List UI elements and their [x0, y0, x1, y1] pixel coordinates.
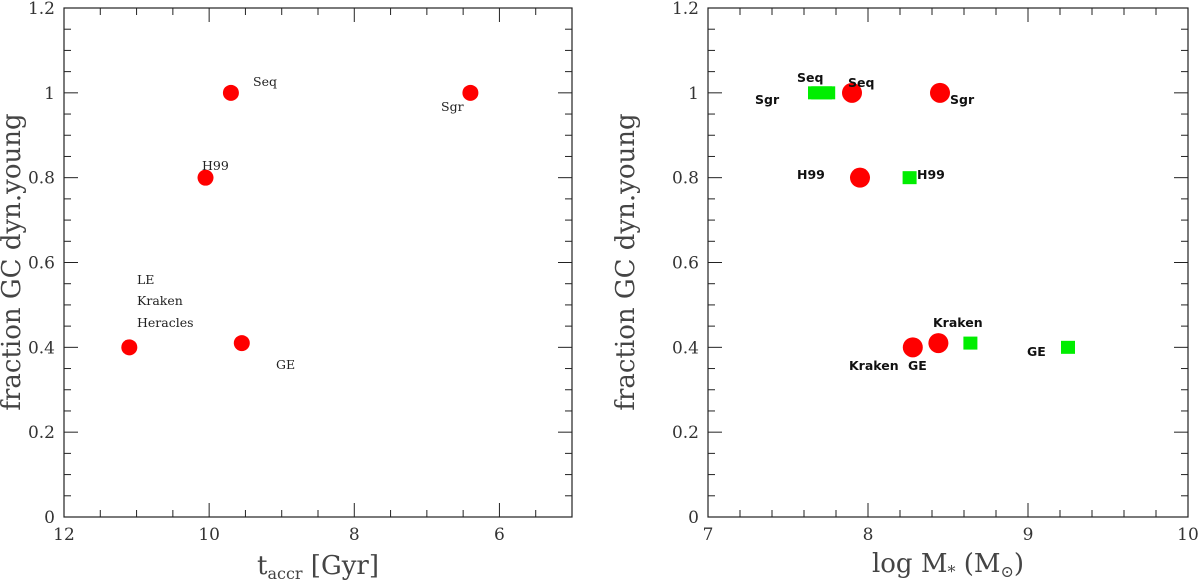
label-ge-square: GE: [1027, 344, 1046, 359]
data-point-circle: [850, 167, 870, 188]
right-points: [808, 82, 1075, 358]
data-point-circle: [902, 337, 923, 358]
label-h99-square: H99: [917, 167, 945, 182]
right-point-labels: Seq Seq Sgr Sgr H99 H99 Kraken Kraken GE…: [755, 70, 1046, 373]
data-point-circle: [121, 339, 138, 356]
right-tick-labels: 7 8 9 10 0 0.2 0.4 0.6 0.8 1 1.2: [672, 0, 1199, 545]
data-point-square: [902, 171, 917, 185]
data-point-circle: [222, 84, 239, 101]
label-seq-circle: Seq: [848, 75, 874, 90]
data-point-circle: [462, 84, 479, 101]
label-seq-square: Seq: [797, 70, 823, 85]
right-y-axis-label: fraction GC dyn.young: [611, 113, 641, 410]
data-point-circle: [930, 82, 950, 103]
y-tick-label: 0: [44, 508, 55, 528]
y-tick-label: 1: [44, 84, 55, 104]
left-x-axis-label: taccr [Gyr]: [257, 551, 379, 582]
right-panel: 7 8 9 10 0 0.2 0.4 0.6 0.8 1 1.2 Seq Seq Sgr Sgr H…: [611, 0, 1199, 581]
label-kraken-square: Kraken: [933, 315, 983, 330]
y-tick-label: 1.2: [672, 0, 699, 19]
left-panel: 12 10 8 6 0 0.2 0.4 0.6 0.8 1 1.2 Seq Sgr H99 GE L…: [0, 0, 573, 582]
label-seq: Seq: [253, 74, 277, 89]
left-y-axis-label: fraction GC dyn.young: [0, 113, 27, 410]
x-tick-label: 9: [1023, 525, 1034, 545]
left-tick-labels: 12 10 8 6 0 0.2 0.4 0.6 0.8 1 1.2: [28, 0, 505, 545]
left-ticks: [63, 7, 573, 518]
x-tick-label: 8: [863, 525, 874, 545]
right-x-label-unit: (M: [955, 549, 1000, 579]
y-tick-label: 0.2: [672, 423, 699, 443]
y-tick-label: 0.6: [28, 254, 55, 274]
left-points: [121, 84, 479, 356]
right-x-axis-label: log M* (M⊙): [872, 549, 1024, 581]
y-tick-label: 1: [688, 84, 699, 104]
label-kraken-circle: Kraken: [849, 358, 899, 373]
label-sgr-square: Sgr: [755, 92, 780, 107]
right-x-label-sub: *: [947, 562, 955, 581]
label-h99: H99: [202, 158, 229, 173]
right-x-label-close: ): [1014, 549, 1024, 579]
annotation-kraken: Kraken: [137, 293, 183, 308]
left-x-label-main: t: [257, 551, 268, 581]
y-tick-label: 0.4: [28, 338, 55, 358]
data-point-square: [808, 86, 832, 100]
data-point-circle: [233, 335, 250, 352]
label-h99-circle: H99: [797, 167, 825, 182]
label-ge-circle: GE: [908, 358, 927, 373]
left-plot-frame: [63, 7, 573, 518]
data-point-circle: [197, 169, 214, 186]
right-x-label-sun: ⊙: [1000, 562, 1013, 581]
label-ge: GE: [276, 357, 295, 372]
y-tick-label: 1.2: [28, 0, 55, 19]
data-point-circle: [928, 333, 949, 354]
y-tick-label: 0: [688, 508, 699, 528]
data-point-square: [1061, 340, 1075, 354]
x-tick-label: 7: [703, 525, 714, 545]
annotation-heracles: Heracles: [137, 315, 194, 330]
right-ticks: [707, 7, 1189, 518]
label-sgr-circle: Sgr: [950, 92, 975, 107]
label-sgr: Sgr: [441, 99, 464, 114]
x-tick-label: 6: [494, 525, 505, 545]
y-tick-label: 0.4: [672, 338, 699, 358]
y-tick-label: 0.6: [672, 254, 699, 274]
right-plot-frame: [707, 7, 1189, 518]
x-tick-label: 8: [349, 525, 360, 545]
right-x-label-main: log M: [872, 549, 948, 579]
x-tick-label: 10: [1177, 525, 1199, 545]
left-point-labels: Seq Sgr H99 GE LE Kraken Heracles: [137, 74, 464, 372]
data-point-circle: [842, 82, 862, 103]
annotation-le: LE: [137, 272, 154, 287]
x-tick-label: 12: [53, 525, 75, 545]
data-point-square: [963, 336, 978, 350]
left-x-label-unit: [Gyr]: [303, 551, 379, 581]
y-tick-label: 0.2: [28, 423, 55, 443]
y-tick-label: 0.8: [672, 169, 699, 189]
left-x-label-sub: accr: [267, 564, 302, 582]
x-tick-label: 10: [198, 525, 220, 545]
y-tick-label: 0.8: [28, 169, 55, 189]
